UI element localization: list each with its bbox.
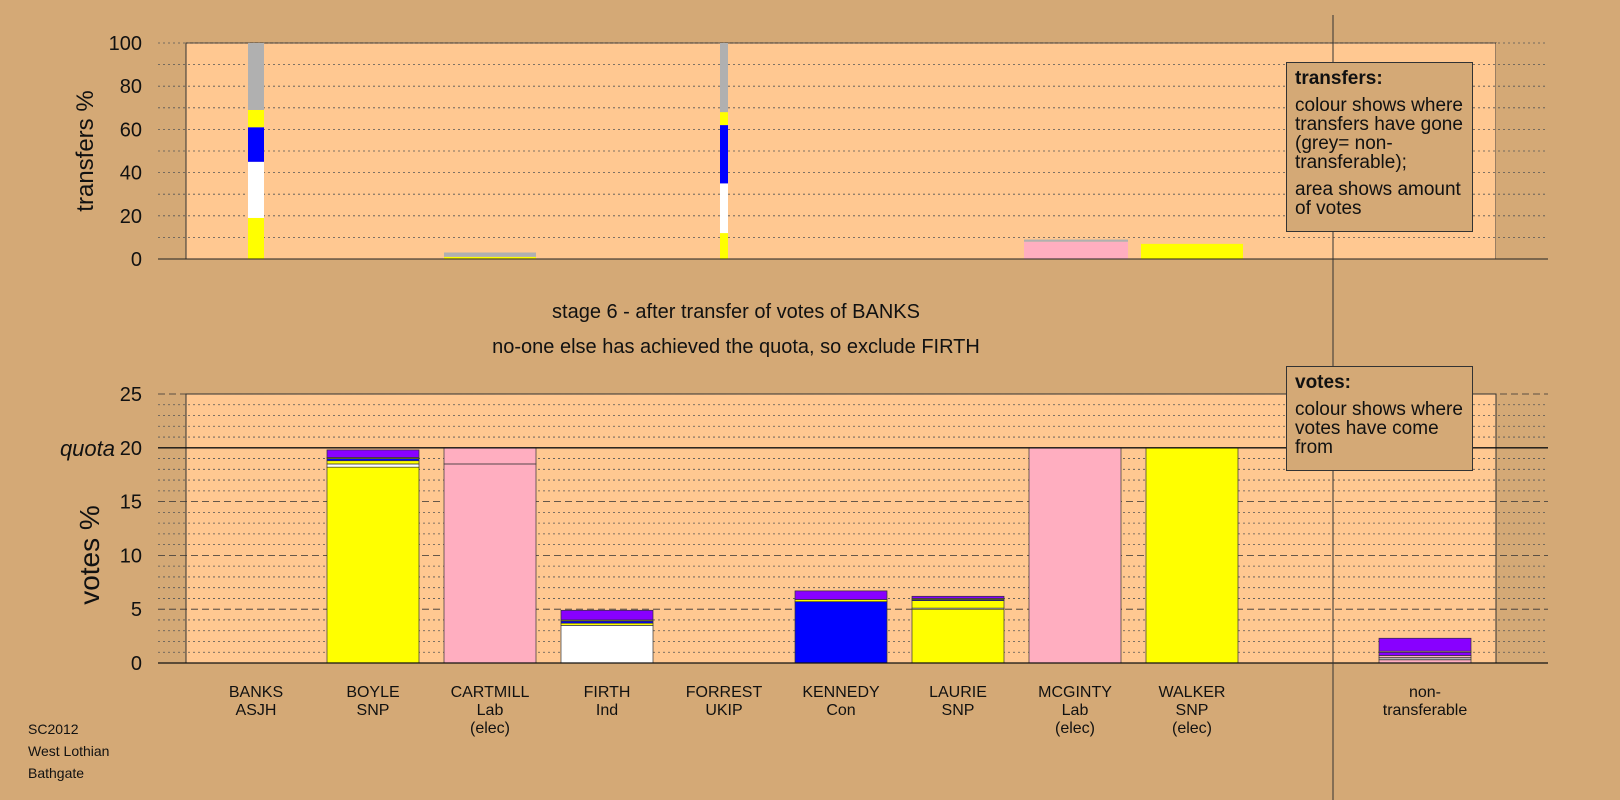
transfer-bar-segment-banks <box>248 109 264 128</box>
vote-bar-segment-firth <box>560 609 654 621</box>
transfers-y-tick-label: 20 <box>120 206 142 228</box>
vote-bar-segment-laurie <box>911 608 1005 664</box>
bars-layer <box>248 43 1472 664</box>
category-label: MCGINTY <box>1038 684 1112 701</box>
category-label: CARTMILL <box>451 684 530 701</box>
votes-legend: votes: colour shows where votes have com… <box>1286 366 1473 471</box>
transfers-y-tick-label: 60 <box>120 119 142 141</box>
category-label: Lab <box>477 702 504 719</box>
transfer-bar-segment-mcginty <box>1024 241 1128 259</box>
transfer-bar-segment-cartmill <box>444 256 536 259</box>
vote-bar-segment-kennedy <box>794 601 888 664</box>
transfers-legend: transfers: colour shows where transfers … <box>1286 62 1473 232</box>
vote-bar-segment-firth <box>560 624 654 664</box>
transfer-bar-segment-banks <box>248 217 264 259</box>
footer-line-3: Bathgate <box>28 765 85 781</box>
category-label: ASJH <box>236 702 277 719</box>
text-layer: 0 20 40 60 80 100 transfers % 0 5 10 15 20 25 quota vo… <box>60 33 1467 737</box>
category-label: BOYLE <box>346 684 399 701</box>
transfer-bar-segment-walker <box>1141 243 1243 259</box>
transfers-legend-title: transfers: <box>1295 68 1383 89</box>
votes-y-tick-label: 0 <box>131 653 142 675</box>
category-label: SNP <box>357 702 390 719</box>
vote-bar-segment-laurie <box>911 600 1005 609</box>
vote-bar-segment-cartmill <box>443 463 537 664</box>
quota-label: quota <box>60 436 115 461</box>
category-label: SNP <box>942 702 975 719</box>
category-label: transferable <box>1383 702 1468 719</box>
category-label: FORREST <box>686 684 763 701</box>
vote-bar-segment-boyle <box>326 466 420 664</box>
transfers-legend-line-2: area shows amount of votes <box>1295 179 1461 219</box>
transfer-bar-segment-banks <box>248 161 264 218</box>
category-label: (elec) <box>1055 720 1095 737</box>
transfer-bar-segment-forrest <box>720 125 728 184</box>
transfer-bar-segment-forrest <box>720 112 728 126</box>
transfer-bar-segment-banks <box>248 43 264 110</box>
vote-bar-segment-non-transferable <box>1378 637 1472 652</box>
votes-y-tick-label: 15 <box>120 492 142 514</box>
transfers-y-tick-label: 80 <box>120 76 142 98</box>
category-label: SNP <box>1176 702 1209 719</box>
category-label: KENNEDY <box>802 684 880 701</box>
votes-y-tick-label: 25 <box>120 384 142 406</box>
category-label: (elec) <box>470 720 510 737</box>
vote-bar-segment-boyle <box>326 463 420 468</box>
transfers-y-tick-label: 40 <box>120 163 142 185</box>
transfer-bar-segment-banks <box>248 127 264 162</box>
vote-bar-segment-laurie <box>911 595 1005 599</box>
category-label: Ind <box>596 702 618 719</box>
vote-bar-segment-non-transferable <box>1378 651 1472 656</box>
votes-y-tick-label: 20 <box>120 438 142 460</box>
votes-y-tick-label: 10 <box>120 545 142 567</box>
stage-subtitle: no-one else has achieved the quota, so e… <box>492 336 980 358</box>
votes-y-axis-label: votes % <box>74 505 105 605</box>
vote-bar-segment-walker <box>1145 447 1239 664</box>
category-label: (elec) <box>1172 720 1212 737</box>
votes-legend-title: votes: <box>1295 372 1351 393</box>
transfers-y-tick-label: 100 <box>109 33 142 55</box>
stage-title: stage 6 - after transfer of votes of BAN… <box>552 301 920 323</box>
vote-bar-segment-boyle <box>326 449 420 458</box>
category-label: Con <box>826 702 855 719</box>
vote-bar-segment-boyle <box>326 460 420 465</box>
vote-bar-segment-cartmill <box>443 447 537 465</box>
transfers-y-tick-label: 0 <box>131 249 142 271</box>
vote-bar-segment-kennedy <box>794 590 888 600</box>
footer-line-1: SC2012 <box>28 721 79 737</box>
category-label: BANKS <box>229 684 283 701</box>
footer: SC2012 West Lothian Bathgate <box>28 718 109 784</box>
category-label: non- <box>1409 684 1441 701</box>
vote-bar-segment-mcginty <box>1028 447 1122 664</box>
transfer-bar-segment-forrest <box>720 43 728 113</box>
transfers-y-axis-label: transfers % <box>72 90 99 211</box>
transfer-bar-segment-mcginty <box>1024 239 1128 242</box>
footer-line-2: West Lothian <box>28 743 110 759</box>
transfer-bar-segment-forrest <box>720 183 728 234</box>
transfer-bar-segment-cartmill <box>444 252 536 257</box>
category-label: WALKER <box>1159 684 1226 701</box>
category-label: LAURIE <box>929 684 987 701</box>
category-label: Lab <box>1062 702 1089 719</box>
votes-legend-line-1: colour shows where votes have come from <box>1295 399 1463 458</box>
transfers-legend-line-1: colour shows where transfers have gone (… <box>1295 95 1463 173</box>
transfer-bar-segment-forrest <box>720 233 728 259</box>
category-label: UKIP <box>705 702 742 719</box>
category-label: FIRTH <box>584 684 631 701</box>
votes-y-tick-label: 5 <box>131 599 142 621</box>
